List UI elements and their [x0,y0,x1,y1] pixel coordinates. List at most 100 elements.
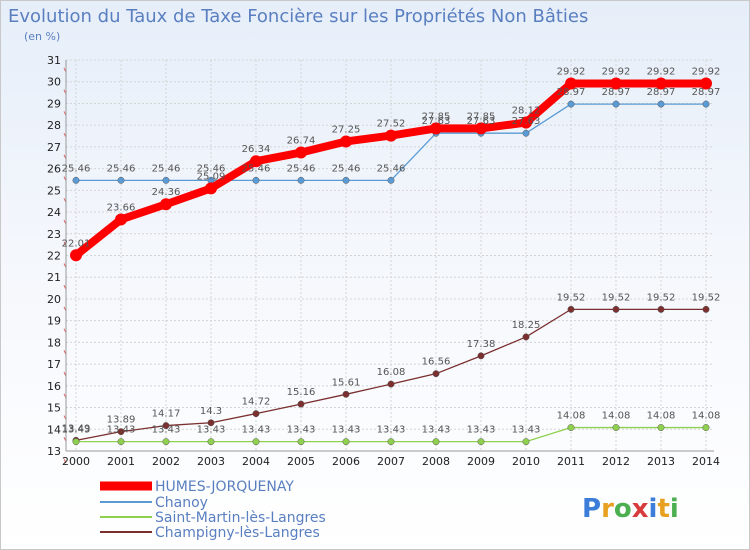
y-tick-label: 18 [47,336,61,349]
logo-text: Proxiti [582,494,679,524]
data-point [702,305,710,313]
data-label: 26.34 [242,144,271,155]
data-point [160,198,172,211]
data-label: 26.74 [287,136,316,147]
data-point [117,176,125,184]
legend-label: Chanoy [155,495,208,511]
data-point [567,305,575,313]
data-label: 29.92 [602,66,631,77]
y-tick-label: 13 [47,445,61,458]
data-point [207,419,215,427]
data-point [475,122,487,135]
data-point [387,380,395,388]
data-point [387,438,395,446]
data-point [117,428,125,436]
data-label: 13.43 [377,425,406,436]
proxiti-logo: Proxiti [582,494,679,524]
data-point [477,438,485,446]
data-label: 19.52 [557,292,586,303]
y-tick-label: 16 [47,380,61,393]
y-tick-label: 27 [47,141,61,154]
data-label: 25.09 [197,171,226,182]
data-label: 27.63 [512,116,541,127]
x-tick-label: 2000 [62,455,90,468]
data-label: 27.85 [467,111,496,122]
data-point [702,100,710,108]
data-label: 28.97 [557,87,586,98]
y-tick-label: 19 [47,315,61,328]
data-point [72,438,80,446]
data-label: 28.97 [692,87,721,98]
data-label: 28.97 [647,87,676,98]
data-label: 13.43 [107,425,136,436]
y-tick-label: 31 [47,54,61,67]
data-point [252,438,260,446]
data-label: 25.46 [332,163,361,174]
data-point [162,422,170,430]
x-tick-label: 2005 [287,455,315,468]
data-point [657,424,665,431]
data-label: 13.43 [512,425,541,436]
data-point [162,438,170,446]
data-label: 27.52 [377,119,406,130]
y-tick-label: 24 [47,206,61,219]
data-point [297,400,305,408]
x-tick-label: 2012 [602,455,630,468]
data-label: 13.43 [422,425,451,436]
data-point [655,77,667,90]
data-label: 27.63 [467,116,496,127]
data-label: 27.25 [332,124,361,135]
data-label: 25.46 [197,163,226,174]
data-point [567,424,575,431]
data-point [70,249,82,262]
data-label: 16.56 [422,357,451,368]
data-point [387,176,395,184]
data-point [297,438,305,446]
data-label: 25.46 [62,163,91,174]
x-tick-label: 2004 [242,455,270,468]
data-point [295,146,307,159]
legend-label: Champigny-lès-Langres [155,525,320,541]
data-labels: 13.49 13.89 14.17 14.3 14.72 15.16 15.61 16.08 1… [62,66,721,435]
x-tick-label: 2010 [512,455,540,468]
data-label: 25.46 [377,163,406,174]
data-point [342,438,350,446]
y-tick-label: 20 [47,293,61,306]
data-label: 25.46 [242,163,271,174]
y-tick-label: 21 [47,271,61,284]
data-label: 13.43 [152,425,181,436]
data-label: 27.63 [422,116,451,127]
data-point [522,129,530,137]
data-label: 29.92 [692,66,721,77]
data-point [250,155,262,168]
data-label: 13.43 [242,425,271,436]
data-point [385,129,397,142]
data-label: 24.36 [152,187,181,198]
x-tick-label: 2014 [692,455,720,468]
data-label: 15.61 [332,377,361,388]
data-point [700,77,712,90]
data-point [657,305,665,313]
data-label: 29.92 [647,66,676,77]
x-tick-label: 2001 [107,455,135,468]
data-point [342,390,350,398]
data-label: 15.16 [287,387,316,398]
data-point [252,410,260,418]
chart-subtitle: (en %) [24,30,60,43]
data-point [342,176,350,184]
x-tick-label: 2008 [422,455,450,468]
y-tick-label: 25 [47,184,61,197]
data-label: 14.17 [152,409,181,420]
data-label: 19.52 [692,292,721,303]
data-point [612,305,620,313]
data-label: 18.25 [512,320,541,331]
data-label: 25.46 [152,163,181,174]
x-tick-label: 2009 [467,455,495,468]
y-tick-label: 23 [47,228,61,241]
data-point [207,438,215,446]
data-label: 13.43 [197,425,226,436]
data-label: 13.43 [62,425,91,436]
data-label: 13.43 [467,425,496,436]
data-label: 14.08 [692,411,721,422]
